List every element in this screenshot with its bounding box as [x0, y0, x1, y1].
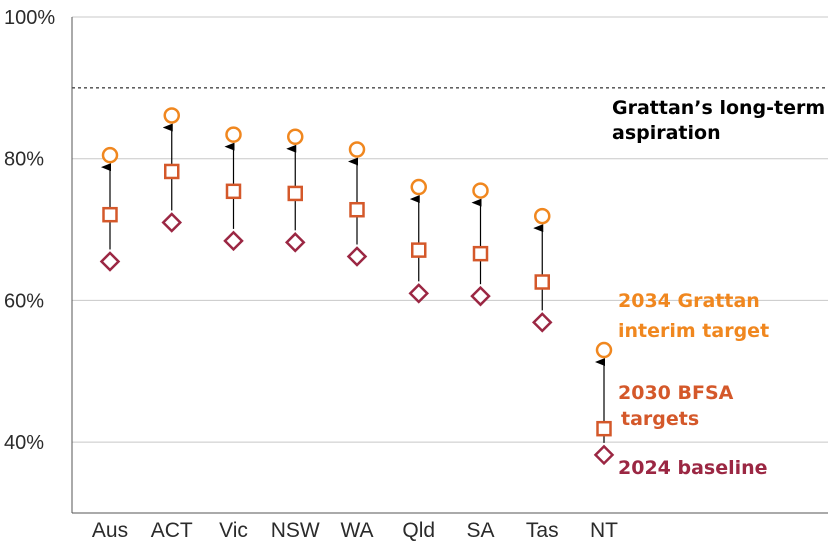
baseline-marker-wa: [346, 246, 368, 267]
aspiration-label-line-1: Grattan’s long-term: [612, 97, 825, 119]
x-tick-label-qld: Qld: [402, 519, 435, 542]
baseline-marker-aus: [99, 251, 121, 272]
interim-marker-tas: [534, 207, 551, 225]
gridlines: [72, 16, 828, 443]
baseline-marker-sa: [470, 285, 491, 307]
bfsa-marker-nt: [596, 420, 612, 437]
x-tick-label-vic: Vic: [219, 519, 248, 542]
legend-bfsa-line-2: targets: [621, 408, 699, 430]
baseline-marker-act: [161, 212, 183, 233]
interim-marker-act: [163, 107, 180, 124]
bfsa-marker-vic: [225, 183, 242, 200]
baseline-marker-vic: [223, 230, 244, 252]
legend-bfsa-line-1: 2030 BFSA: [618, 382, 734, 404]
bfsa-marker-aus: [102, 206, 118, 223]
interim-marker-sa: [472, 182, 489, 199]
bfsa-marker-qld: [411, 242, 427, 258]
bfsa-marker-nsw: [287, 185, 303, 202]
x-tick-label-sa: SA: [466, 519, 494, 542]
legend-baseline-line-1: 2024 baseline: [618, 457, 768, 479]
axes: 40% 60% 80% 100% Aus ACT Vic NSW WA Qld SA Tas NT: [4, 7, 828, 542]
y-tick-label-60: 60%: [4, 290, 44, 312]
bfsa-marker-tas: [534, 274, 550, 290]
legend-interim-line-1: 2034 Grattan: [618, 290, 760, 312]
baseline-marker-nsw: [284, 232, 306, 253]
aspiration-label: Grattan’s long-term aspiration: [612, 97, 825, 144]
x-tick-label-act: ACT: [151, 519, 193, 542]
interim-marker-nsw: [287, 128, 304, 145]
interim-marker-qld: [410, 178, 427, 196]
y-tick-label-40: 40%: [4, 432, 44, 454]
inline-legend: 2034 Grattan interim target 2030 BFSA ta…: [618, 290, 769, 479]
interim-marker-wa: [348, 141, 366, 158]
interim-marker-aus: [101, 146, 119, 164]
bfsa-marker-act: [164, 163, 180, 180]
baseline-marker-tas: [531, 312, 553, 333]
x-tick-label-aus: Aus: [92, 519, 128, 542]
bfsa-marker-wa: [349, 201, 365, 218]
y-tick-label-100: 100%: [4, 7, 55, 29]
arrows: [101, 123, 605, 443]
x-tick-label-tas: Tas: [526, 519, 559, 542]
y-tick-label-80: 80%: [4, 149, 44, 171]
bfsa-marker-sa: [472, 245, 489, 262]
interim-marker-nt: [595, 341, 613, 359]
x-tick-label-nt: NT: [590, 519, 618, 542]
x-tick-label-wa: WA: [340, 519, 373, 542]
baseline-marker-qld: [408, 283, 430, 304]
data-markers: [99, 107, 615, 466]
legend-interim-line-2: interim target: [618, 320, 769, 342]
aspiration-label-line-2: aspiration: [612, 122, 721, 144]
baseline-marker-nt: [593, 444, 615, 466]
x-tick-label-nsw: NSW: [271, 519, 320, 542]
interim-marker-vic: [225, 126, 242, 143]
